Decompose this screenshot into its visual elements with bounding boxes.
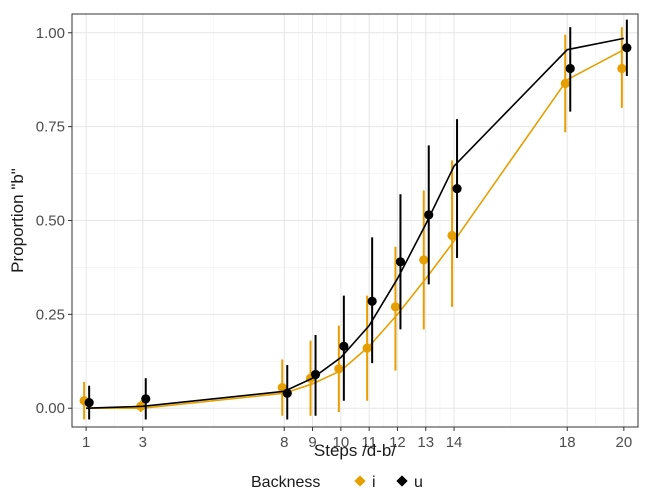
- x-tick-label: 12: [389, 434, 406, 451]
- legend-key-u: [396, 475, 408, 487]
- legend-label-u: u: [414, 474, 423, 491]
- x-tick-label: 18: [559, 434, 576, 451]
- x-tick-label: 20: [616, 434, 633, 451]
- series-layer: [79, 19, 632, 420]
- data-point-u: [565, 63, 575, 74]
- x-axis-title: Steps /d-b/: [314, 441, 396, 460]
- data-point-i: [419, 255, 429, 265]
- data-point-i: [334, 364, 344, 374]
- x-tick-label: 13: [417, 434, 434, 451]
- data-point-u: [622, 43, 632, 53]
- y-tick-label: 1.00: [36, 25, 65, 42]
- data-point-i: [362, 343, 372, 353]
- x-tick-label: 1: [82, 434, 90, 451]
- legend: Backness i u: [251, 474, 423, 491]
- x-tick-label: 11: [361, 434, 377, 451]
- data-point-u: [84, 397, 94, 408]
- data-point-i: [390, 302, 401, 312]
- legend-key-i: [354, 475, 366, 487]
- data-point-u: [339, 341, 349, 351]
- x-axis-ticks: 1 3 8 9 10 11 12 13 14 18 20: [82, 427, 632, 451]
- y-axis-title: Proportion "b": [8, 168, 27, 273]
- data-point-u: [367, 296, 377, 306]
- data-point-u: [310, 369, 321, 380]
- data-point-u: [395, 257, 406, 267]
- series-u: [84, 19, 632, 420]
- data-point-u: [141, 394, 151, 404]
- fit-line-u: [86, 37, 625, 410]
- data-point-i: [447, 230, 457, 241]
- data-point-u: [452, 183, 462, 194]
- x-tick-label: 10: [333, 434, 350, 451]
- x-tick-label: 14: [446, 434, 463, 451]
- data-point-u: [282, 388, 292, 398]
- legend-label-i: i: [372, 474, 376, 491]
- y-tick-label: 0.25: [36, 306, 65, 323]
- y-tick-label: 0.50: [36, 213, 65, 230]
- x-tick-label: 9: [308, 434, 316, 451]
- y-tick-label: 0.00: [36, 400, 65, 417]
- data-point-i: [560, 78, 570, 89]
- data-point-u: [424, 210, 434, 220]
- x-tick-label: 3: [139, 434, 147, 451]
- x-tick-label: 8: [280, 434, 288, 451]
- data-point-i: [617, 63, 627, 74]
- y-axis-ticks: 0.00 0.25 0.50 0.75 1.00: [36, 25, 72, 417]
- legend-title: Backness: [251, 474, 320, 491]
- y-tick-label: 0.75: [36, 119, 65, 136]
